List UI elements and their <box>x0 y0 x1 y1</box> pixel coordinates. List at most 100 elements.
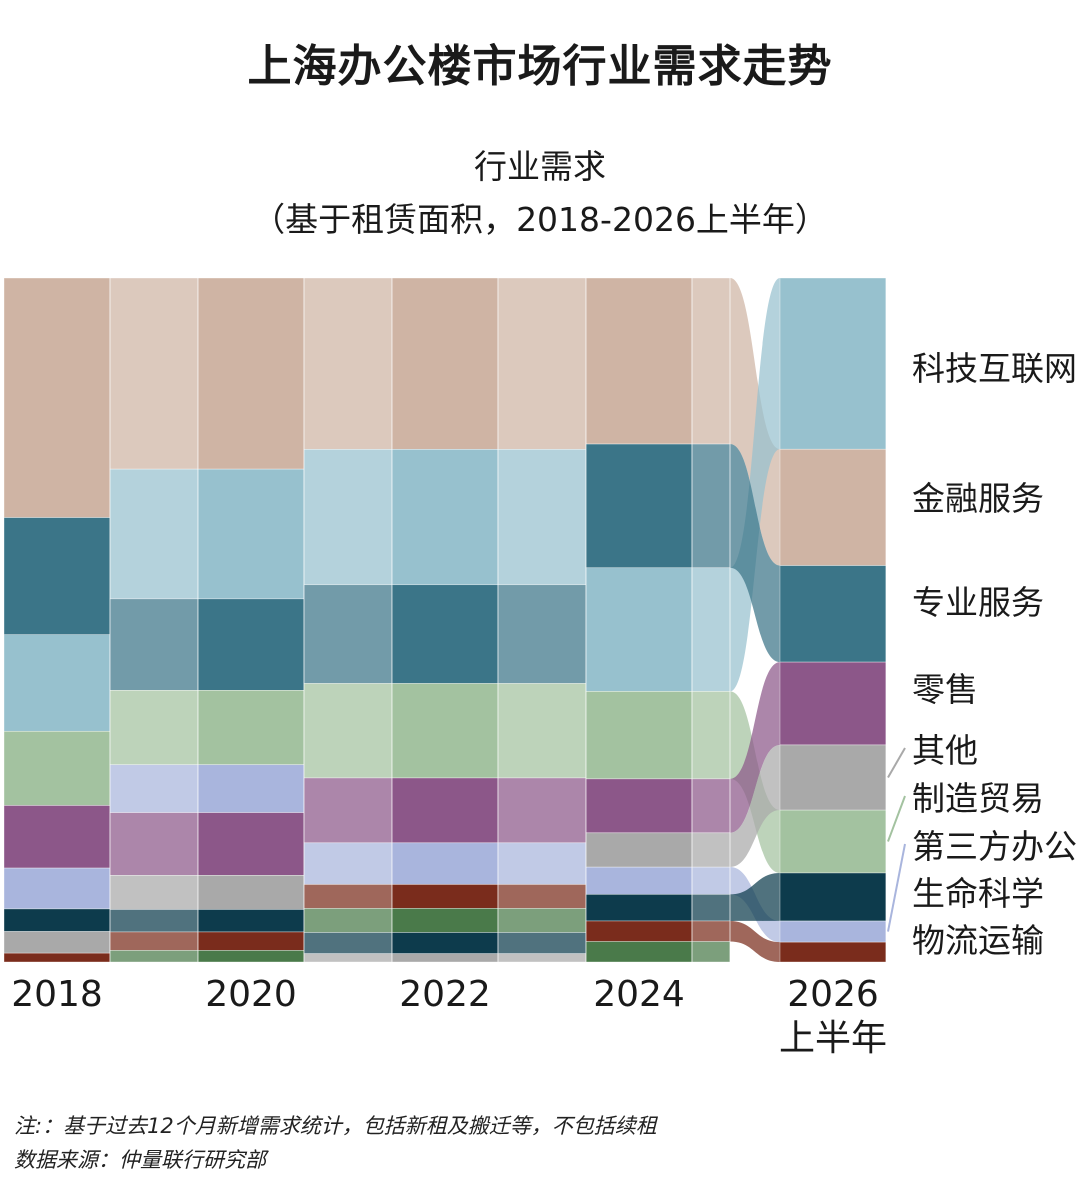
bar-2026上半年-制造贸易 <box>779 809 887 874</box>
flow-layer <box>730 278 780 962</box>
bar-2024-其他 <box>585 832 693 868</box>
bar-2026上半年-金融服务 <box>779 448 887 566</box>
bar-2023-制造贸易 <box>497 683 587 779</box>
bar-2026上半年-科技互联网 <box>779 277 887 450</box>
x-tick-label: 2022 <box>399 974 491 1015</box>
bar-2020-金融服务 <box>197 277 305 470</box>
bar-2020-零售 <box>197 812 305 876</box>
bar-2019-零售 <box>109 812 199 876</box>
block-layer <box>3 277 887 963</box>
legend-label-物流运输: 物流运输 <box>912 921 1044 960</box>
legend-label-零售: 零售 <box>912 670 978 709</box>
chart-subtitle: 行业需求 <box>474 147 606 186</box>
bar-2023-物流运输 <box>497 884 587 909</box>
bar-2023-金融服务 <box>497 277 587 450</box>
bar-2025-生命科学 <box>691 894 731 922</box>
bar-2022-生命科学 <box>391 932 499 954</box>
bar-2026上半年-零售 <box>779 661 887 746</box>
legend-label-金融服务: 金融服务 <box>912 479 1044 518</box>
bar-2024-第三方办公 <box>585 866 693 895</box>
bar-2026上半年-物流运输 <box>779 941 887 963</box>
bar-2019-制造贸易 <box>109 690 199 766</box>
bar-2018-科技互联网 <box>3 634 111 732</box>
bar-2019-生物医药 <box>109 950 199 963</box>
flow-专业服务 <box>730 444 780 663</box>
bar-2021-第三方办公 <box>303 842 393 885</box>
bar-2021-金融服务 <box>303 277 393 450</box>
bar-2023-生物医药 <box>497 908 587 933</box>
bar-2026上半年-生命科学 <box>779 872 887 922</box>
bar-2020-生物医药 <box>197 950 305 963</box>
x-tick-label: 上半年 <box>779 1018 887 1059</box>
bar-2019-第三方办公 <box>109 764 199 813</box>
bar-2025-零售 <box>691 778 731 834</box>
bar-2018-其他 <box>3 931 111 954</box>
bar-2026上半年-其他 <box>779 744 887 811</box>
bar-2021-科技互联网 <box>303 449 393 586</box>
bar-2023-第三方办公 <box>497 842 587 885</box>
bar-2025-金融服务 <box>691 277 731 445</box>
bar-2024-生命科学 <box>585 894 693 922</box>
bar-2021-专业服务 <box>303 584 393 684</box>
bar-2026上半年-第三方办公 <box>779 920 887 943</box>
bar-2020-第三方办公 <box>197 764 305 813</box>
bar-2020-其他 <box>197 875 305 910</box>
bar-2025-制造贸易 <box>691 691 731 780</box>
legend-label-第三方办公: 第三方办公 <box>912 827 1077 866</box>
bar-2022-金融服务 <box>391 277 499 450</box>
bar-2025-生物医药 <box>691 941 731 963</box>
bar-2022-生物医药 <box>391 908 499 933</box>
bar-2018-生命科学 <box>3 908 111 932</box>
bar-2023-其他 <box>497 953 587 963</box>
bar-2021-生物医药 <box>303 908 393 933</box>
flow-金融服务 <box>730 278 780 566</box>
bar-2025-科技互联网 <box>691 567 731 692</box>
flow-物流运输 <box>730 921 780 962</box>
bar-2019-专业服务 <box>109 598 199 691</box>
legend-label-科技互联网: 科技互联网 <box>912 349 1077 388</box>
bar-2018-第三方办公 <box>3 867 111 910</box>
bar-2022-物流运输 <box>391 884 499 909</box>
bar-2020-物流运输 <box>197 931 305 951</box>
bar-2024-专业服务 <box>585 443 693 569</box>
bar-2018-制造贸易 <box>3 730 111 806</box>
legend-label-制造贸易: 制造贸易 <box>912 779 1044 818</box>
bar-2021-零售 <box>303 777 393 844</box>
flow-零售 <box>730 662 780 833</box>
x-tick-label: 2024 <box>593 974 685 1015</box>
bar-2018-零售 <box>3 805 111 869</box>
bar-2023-专业服务 <box>497 584 587 684</box>
flow-生命科学 <box>730 872 780 922</box>
bar-2025-专业服务 <box>691 443 731 569</box>
bar-2024-物流运输 <box>585 920 693 942</box>
bar-2018-物流运输 <box>3 952 111 963</box>
bar-2026上半年-专业服务 <box>779 565 887 663</box>
bar-2022-科技互联网 <box>391 449 499 586</box>
chart-title: 上海办公楼市场行业需求走势 <box>247 41 833 92</box>
bar-2022-专业服务 <box>391 584 499 684</box>
leader-其他 <box>887 747 906 778</box>
flow-其他 <box>730 744 780 868</box>
footnote: 注:：基于过去12个月新增需求统计，包括新租及搬迁等，不包括续租 <box>14 1114 657 1138</box>
x-tick-label: 2020 <box>205 974 297 1015</box>
bar-2025-其他 <box>691 832 731 868</box>
bar-2025-第三方办公 <box>691 866 731 895</box>
bar-2020-专业服务 <box>197 598 305 691</box>
bar-2025-物流运输 <box>691 920 731 942</box>
bar-2018-专业服务 <box>3 517 111 635</box>
bar-2019-生命科学 <box>109 909 199 933</box>
bar-2021-物流运输 <box>303 884 393 909</box>
bar-2019-科技互联网 <box>109 468 199 600</box>
legend-label-生命科学: 生命科学 <box>912 874 1044 913</box>
bar-2023-零售 <box>497 777 587 844</box>
x-tick-label: 2018 <box>11 974 103 1015</box>
bar-2024-金融服务 <box>585 277 693 445</box>
x-tick-label: 2026 <box>787 974 879 1015</box>
bar-2021-制造贸易 <box>303 683 393 779</box>
bar-2024-生物医药 <box>585 941 693 963</box>
bar-2022-第三方办公 <box>391 842 499 885</box>
bar-2024-零售 <box>585 778 693 834</box>
bar-2020-制造贸易 <box>197 690 305 766</box>
bar-2018-金融服务 <box>3 277 111 518</box>
